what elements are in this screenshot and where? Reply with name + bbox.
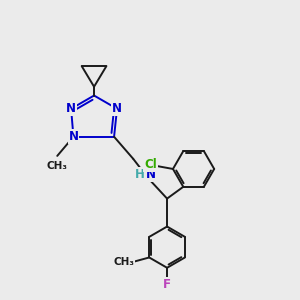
Text: Cl: Cl [144,158,157,171]
Text: N: N [146,168,156,181]
Text: CH₃: CH₃ [113,257,134,267]
Text: F: F [163,278,171,291]
Text: H: H [135,168,145,181]
Text: N: N [68,130,78,143]
Text: N: N [112,102,122,115]
Text: N: N [66,102,76,115]
Text: CH₃: CH₃ [47,161,68,171]
